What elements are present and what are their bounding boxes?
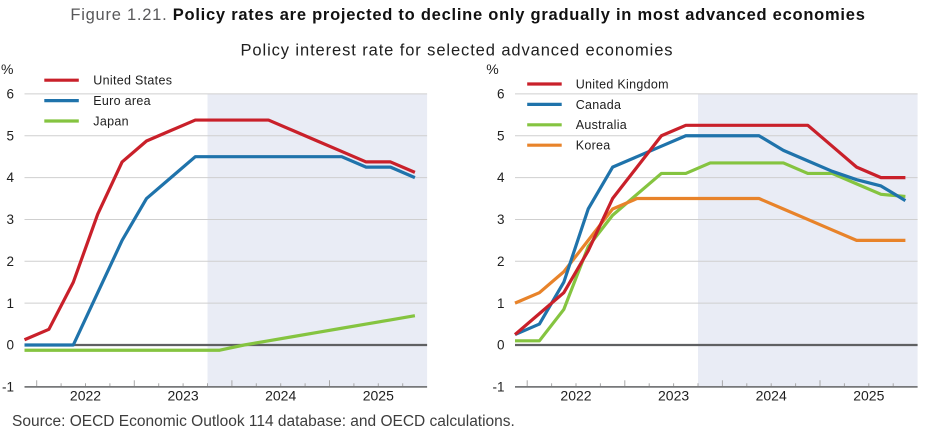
svg-text:-1: -1 [492,380,504,395]
svg-text:2024: 2024 [265,388,296,404]
svg-text:Canada: Canada [576,98,622,112]
svg-text:Figure 1.21. Policy rates are: Figure 1.21. Policy rates are projected … [70,6,865,24]
svg-text:2024: 2024 [756,388,787,404]
svg-text:6: 6 [6,87,14,102]
svg-text:0: 0 [497,338,505,353]
svg-text:2023: 2023 [658,388,689,404]
svg-text:2: 2 [6,254,14,269]
svg-text:5: 5 [497,128,505,143]
svg-text:-1: -1 [2,380,14,395]
svg-text:3: 3 [497,212,505,227]
svg-text:5: 5 [6,128,14,143]
svg-text:United States: United States [93,74,172,88]
svg-text:3: 3 [6,212,14,227]
svg-text:0: 0 [6,338,14,353]
svg-text:6: 6 [497,87,505,102]
svg-text:4: 4 [6,170,14,185]
svg-text:United Kingdom: United Kingdom [576,77,669,91]
svg-text:Australia: Australia [576,118,627,132]
svg-text:1: 1 [497,296,505,311]
svg-text:Source: OECD Economic Outlook: Source: OECD Economic Outlook 114 databa… [12,413,515,430]
svg-text:1: 1 [6,296,14,311]
svg-text:Japan: Japan [93,114,129,128]
svg-text:2022: 2022 [70,388,101,404]
svg-text:2023: 2023 [168,388,199,404]
svg-text:Korea: Korea [576,139,611,153]
svg-text:4: 4 [497,170,505,185]
svg-text:%: % [486,61,498,77]
svg-text:%: % [1,61,13,77]
svg-text:Policy interest rate for selec: Policy interest rate for selected advanc… [241,41,674,59]
svg-text:2022: 2022 [560,388,591,404]
svg-text:2025: 2025 [853,388,884,404]
svg-text:2: 2 [497,254,505,269]
svg-text:Euro area: Euro area [93,94,151,108]
svg-text:2025: 2025 [363,388,394,404]
